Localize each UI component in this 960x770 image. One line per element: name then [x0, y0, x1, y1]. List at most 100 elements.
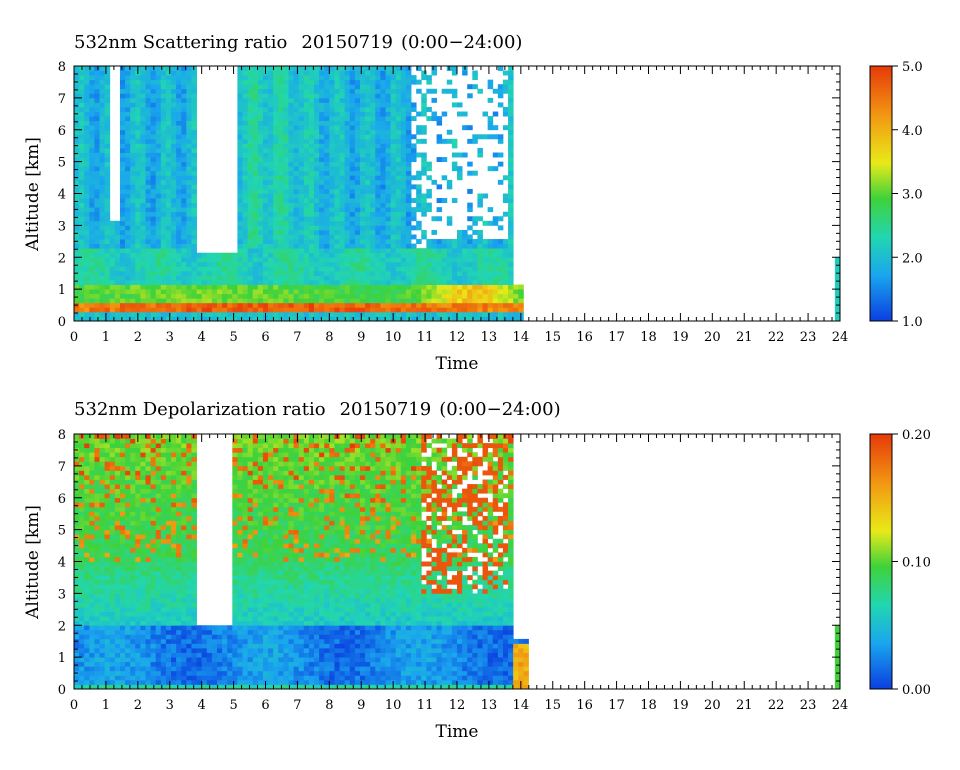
heatmap-cell	[273, 157, 279, 163]
heatmap-cell	[171, 202, 177, 208]
heatmap-cell	[278, 70, 284, 76]
heatmap-cell	[298, 225, 305, 231]
heatmap-cell	[273, 211, 279, 217]
heatmap-cell	[125, 434, 131, 439]
heatmap-cell	[176, 252, 182, 258]
heatmap-cell	[155, 175, 162, 181]
heatmap-cell	[502, 252, 509, 258]
heatmap-cell	[257, 261, 264, 267]
heatmap-cell	[125, 452, 131, 458]
y-tick-label: 1	[58, 283, 66, 298]
heatmap-cell	[99, 106, 106, 112]
heatmap-cell	[109, 452, 116, 458]
heatmap-cell	[365, 188, 371, 194]
heatmap-cell	[370, 134, 376, 140]
heatmap-cell	[109, 547, 116, 553]
heatmap-cell	[181, 234, 187, 240]
heatmap-cell	[303, 129, 310, 135]
heatmap-cell	[242, 289, 249, 295]
heatmap-cell	[385, 93, 392, 99]
heatmap-cell	[344, 298, 351, 304]
heatmap-cell	[130, 593, 136, 599]
heatmap-cell	[385, 270, 392, 276]
heatmap-cell	[84, 216, 90, 222]
heatmap-cell	[186, 284, 192, 290]
heatmap-cell	[329, 147, 335, 153]
heatmap-cell	[508, 198, 514, 203]
heatmap-cell	[140, 648, 146, 653]
heatmap-cell	[288, 293, 294, 299]
heatmap-cell	[89, 666, 95, 672]
heatmap-cell	[84, 443, 90, 449]
heatmap-cell	[79, 170, 85, 176]
heatmap-cell	[273, 275, 279, 281]
heatmap-cell	[150, 147, 157, 153]
heatmap-cell	[140, 106, 146, 112]
heatmap-cell	[145, 243, 151, 249]
heatmap-cell	[79, 438, 85, 444]
heatmap-cell	[334, 202, 340, 208]
heatmap-cell	[334, 298, 340, 304]
heatmap-cell	[242, 166, 249, 172]
heatmap-cell	[104, 529, 111, 535]
heatmap-cell	[385, 70, 392, 76]
heatmap-cell	[405, 225, 412, 231]
heatmap-cell	[298, 243, 305, 249]
heatmap-cell	[375, 275, 381, 281]
heatmap-cell	[288, 102, 294, 108]
heatmap-cell	[99, 470, 106, 476]
heatmap-cell	[99, 257, 106, 263]
heatmap-cell	[160, 293, 167, 299]
y-tick-label: 5	[58, 156, 66, 171]
heatmap-cell	[160, 170, 167, 176]
heatmap-cell	[155, 70, 162, 76]
heatmap-cell	[119, 443, 126, 449]
heatmap-cell	[477, 248, 483, 254]
heatmap-cell	[114, 257, 121, 263]
heatmap-cell	[334, 252, 340, 258]
heatmap-cell	[130, 488, 136, 494]
heatmap-cell	[395, 166, 402, 172]
heatmap-cell	[477, 229, 483, 235]
heatmap-cell	[268, 207, 274, 213]
heatmap-cell	[380, 284, 386, 290]
heatmap-cell	[125, 111, 131, 117]
heatmap-cell	[308, 93, 315, 99]
heatmap-cell	[145, 143, 151, 149]
heatmap-cell	[288, 243, 294, 249]
heatmap-cell	[400, 284, 407, 290]
heatmap-cell	[314, 316, 320, 321]
heatmap-cell	[171, 198, 177, 203]
heatmap-cell	[502, 70, 509, 76]
heatmap-cell	[508, 97, 514, 103]
heatmap-cell	[135, 602, 141, 608]
heatmap-cell	[89, 261, 95, 267]
heatmap-cell	[130, 479, 136, 485]
heatmap-cell	[155, 275, 162, 281]
heatmap-cell	[487, 239, 494, 244]
heatmap-cell	[405, 152, 412, 158]
x-tick-label: 16	[576, 330, 593, 345]
heatmap-cell	[268, 252, 274, 258]
heatmap-cell	[375, 184, 381, 190]
heatmap-cell	[283, 161, 289, 167]
heatmap-cell	[502, 79, 509, 85]
heatmap-cell	[298, 234, 305, 240]
heatmap-cell	[130, 152, 136, 158]
heatmap-cell	[119, 152, 126, 158]
heatmap-cell	[79, 670, 85, 676]
heatmap-cell	[114, 470, 121, 476]
heatmap-cell	[74, 684, 80, 689]
heatmap-cell	[84, 584, 90, 590]
heatmap-cell	[79, 175, 85, 181]
heatmap-cell	[288, 280, 294, 285]
heatmap-cell	[145, 111, 151, 117]
heatmap-cell	[268, 116, 274, 122]
heatmap-cell	[135, 284, 141, 290]
heatmap-cell	[324, 175, 330, 181]
heatmap-cell	[365, 316, 371, 321]
heatmap-cell	[140, 116, 146, 122]
heatmap-cell	[84, 207, 90, 213]
heatmap-cell	[308, 266, 315, 272]
heatmap-cell	[79, 470, 85, 476]
